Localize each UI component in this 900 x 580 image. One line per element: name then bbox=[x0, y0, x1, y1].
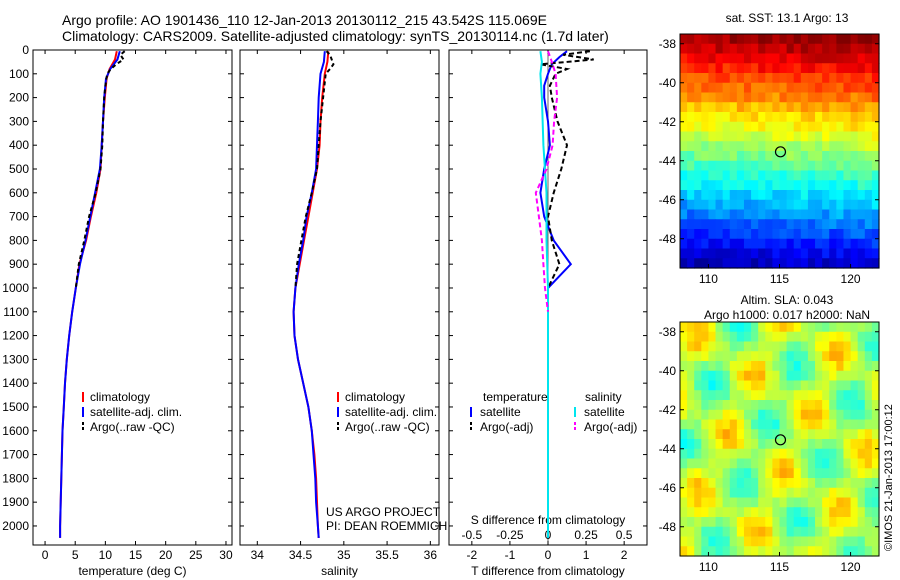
y-tick-label: 2000 bbox=[2, 519, 29, 533]
map-y-tick-label: -48 bbox=[659, 232, 677, 246]
legend-label: satellite-adj. clim. bbox=[345, 405, 437, 419]
y-tick-label: 600 bbox=[9, 186, 29, 200]
legend-label: climatology bbox=[345, 390, 405, 404]
y-tick-label: 1700 bbox=[2, 448, 29, 462]
panel-frame-salinity bbox=[239, 49, 440, 546]
figure-title-line-2: Climatology: CARS2009. Satellite-adjuste… bbox=[62, 28, 609, 44]
series-difference-argo-adj- bbox=[540, 50, 594, 289]
s-tick-label: -0.5 bbox=[462, 528, 483, 542]
x-tick-label: 35.5 bbox=[375, 548, 399, 562]
map-x-tick-label: 115 bbox=[770, 560, 789, 574]
y-tick-label: 500 bbox=[9, 162, 29, 176]
argo-position-marker bbox=[774, 146, 787, 158]
y-tick-label: 1600 bbox=[2, 424, 29, 438]
panel-frame-temperature bbox=[32, 49, 233, 546]
x-tick-label: 10 bbox=[99, 548, 113, 562]
y-tick-label: 100 bbox=[9, 67, 29, 81]
map-x-tick-label: 120 bbox=[841, 272, 861, 286]
map-cells-sst_map bbox=[680, 34, 880, 269]
y-tick-label: 1300 bbox=[2, 352, 29, 366]
argo-position-marker bbox=[774, 434, 787, 446]
series-temperature-climatology bbox=[59, 50, 118, 538]
map-y-tick-label: -48 bbox=[659, 520, 677, 534]
x-tick-label: 30 bbox=[219, 548, 233, 562]
figure-title-line-1: Argo profile: AO 1901436_110 12-Jan-2013… bbox=[62, 12, 547, 28]
y-tick-label: 200 bbox=[9, 91, 29, 105]
x-tick-label: -1 bbox=[505, 548, 516, 562]
series-temperature-argo-raw-qc- bbox=[74, 50, 126, 289]
legend-label: climatology bbox=[90, 390, 150, 404]
s-tick-label: 0.5 bbox=[616, 528, 633, 542]
x-tick-label: 20 bbox=[159, 548, 173, 562]
imos-timestamp-label: ©IMOS 21-Jan-2013 17:00:12 bbox=[883, 404, 895, 551]
project-annotation: US ARGO PROJECT bbox=[326, 505, 441, 519]
legend-title-salinity: salinity bbox=[585, 390, 622, 404]
map-x-tick-label: 115 bbox=[770, 272, 789, 286]
map-y-tick-label: -40 bbox=[659, 76, 677, 90]
s-tick-label: -0.25 bbox=[496, 528, 524, 542]
legend-label: Argo(..raw -QC) bbox=[90, 420, 175, 434]
map-y-tick-label: -46 bbox=[659, 193, 677, 207]
x-tick-label: 15 bbox=[129, 548, 143, 562]
y-tick-label: 700 bbox=[9, 210, 29, 224]
map-y-tick-label: -40 bbox=[659, 364, 677, 378]
series-temperature-satellite-adj-clim- bbox=[59, 50, 121, 538]
map-y-tick-label: -38 bbox=[659, 325, 677, 339]
map-x-tick-label: 110 bbox=[699, 560, 718, 574]
x-tick-label: 0 bbox=[545, 548, 552, 562]
y-tick-label: 900 bbox=[9, 257, 29, 271]
sla-map-title-2: Argo h1000: 0.017 h2000: NaN bbox=[704, 308, 870, 322]
map-cells-sla_map bbox=[680, 322, 880, 557]
legend-label: satellite-adj. clim. bbox=[90, 405, 182, 419]
x-axis-label: temperature (deg C) bbox=[78, 564, 186, 578]
y-tick-label: 300 bbox=[9, 114, 29, 128]
sst-map-title: sat. SST: 13.1 Argo: 13 bbox=[726, 11, 849, 25]
map-x-tick-label: 110 bbox=[699, 272, 718, 286]
map-y-tick-label: -46 bbox=[659, 481, 677, 495]
map-y-tick-label: -42 bbox=[659, 115, 677, 129]
y-tick-label: 0 bbox=[22, 43, 29, 57]
series-salinity-climatology bbox=[292, 51, 330, 538]
series-difference-argo-adj- bbox=[534, 50, 559, 312]
x-tick-label: 2 bbox=[621, 548, 628, 562]
x-tick-label: 34.5 bbox=[289, 548, 313, 562]
y-tick-label: 1800 bbox=[2, 471, 29, 485]
legend-title-temperature: temperature bbox=[483, 390, 548, 404]
y-tick-label: 800 bbox=[9, 233, 29, 247]
legend-label: Argo(..raw -QC) bbox=[345, 420, 430, 434]
series-salinity-satellite-adj-clim- bbox=[292, 51, 326, 538]
y-tick-label: 1500 bbox=[2, 400, 29, 414]
map-y-tick-label: -44 bbox=[659, 442, 677, 456]
legend-label: Argo(-adj) bbox=[584, 420, 637, 434]
series-difference-satellite bbox=[539, 51, 549, 538]
x-axis-label: salinity bbox=[321, 564, 358, 578]
x-tick-label: 5 bbox=[72, 548, 79, 562]
map-y-tick-label: -44 bbox=[659, 154, 677, 168]
y-tick-label: 1400 bbox=[2, 376, 29, 390]
map-y-tick-label: -42 bbox=[659, 403, 677, 417]
x-axis-label: T difference from climatology bbox=[471, 564, 625, 578]
s-tick-label: 0.25 bbox=[574, 528, 598, 542]
y-tick-label: 1000 bbox=[2, 281, 29, 295]
legend-label: satellite bbox=[480, 405, 521, 419]
map-y-tick-label: -38 bbox=[659, 37, 677, 51]
y-tick-label: 1900 bbox=[2, 495, 29, 509]
legend-label: satellite bbox=[584, 405, 625, 419]
x-tick-label: -2 bbox=[467, 548, 478, 562]
y-tick-label: 1200 bbox=[2, 329, 29, 343]
legend-label: Argo(-adj) bbox=[480, 420, 533, 434]
project-annotation: PI: DEAN ROEMMICH bbox=[326, 519, 447, 533]
x-tick-label: 35 bbox=[337, 548, 351, 562]
map-x-tick-label: 120 bbox=[841, 560, 861, 574]
x-tick-label: 34 bbox=[251, 548, 265, 562]
x-tick-label: 36 bbox=[424, 548, 438, 562]
sla-map-title-1: Altim. SLA: 0.043 bbox=[741, 293, 834, 307]
x-tick-label: 1 bbox=[583, 548, 590, 562]
y-tick-label: 400 bbox=[9, 138, 29, 152]
y-tick-label: 1100 bbox=[3, 305, 29, 319]
x-tick-label: 25 bbox=[189, 548, 203, 562]
x-tick-label: 0 bbox=[42, 548, 49, 562]
